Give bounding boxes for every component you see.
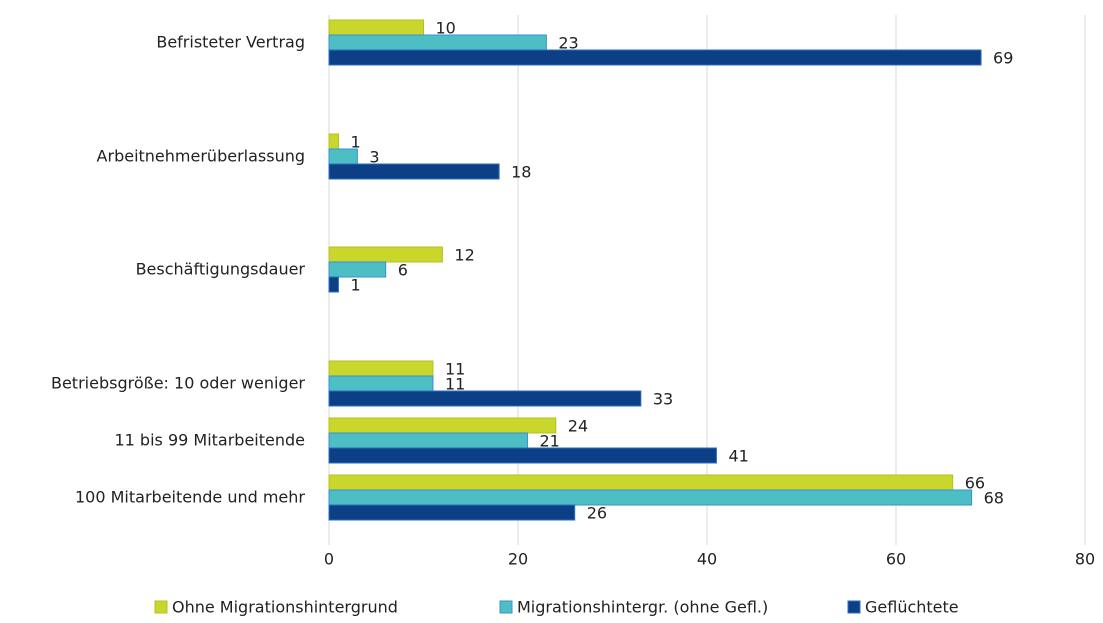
- bar: [328, 49, 982, 66]
- legend-label: Geflüchtete: [865, 598, 959, 617]
- value-label: 1: [350, 133, 360, 152]
- bar: [328, 276, 339, 293]
- y-tick-label: 11 bis 99 Mitarbeitende: [114, 431, 305, 450]
- bar: [328, 447, 717, 464]
- bar: [328, 375, 434, 392]
- bar: [328, 474, 954, 491]
- legend-swatch: [847, 600, 861, 614]
- legend-label: Migrationshintergr. (ohne Gefl.): [517, 598, 768, 617]
- y-tick-label: 100 Mitarbeitende und mehr: [75, 488, 305, 507]
- bar: [328, 148, 358, 165]
- y-tick-label: Betriebsgröße: 10 oder weniger: [51, 374, 305, 393]
- bar: [328, 360, 434, 377]
- bar: [328, 504, 576, 521]
- value-label: 24: [568, 417, 588, 436]
- bar: [328, 432, 528, 449]
- legend-swatch: [154, 600, 168, 614]
- x-tick-label: 80: [1075, 550, 1095, 569]
- x-tick-label: 0: [324, 550, 334, 569]
- bar: [328, 133, 339, 150]
- value-label: 23: [558, 34, 578, 53]
- x-tick-label: 60: [886, 550, 906, 569]
- value-label: 11: [445, 360, 465, 379]
- bar: [328, 19, 424, 36]
- x-tick-label: 40: [697, 550, 717, 569]
- legend-label: Ohne Migrationshintergrund: [172, 598, 398, 617]
- y-tick-label: Arbeitnehmerüberlassung: [97, 147, 305, 166]
- bar: [328, 261, 387, 278]
- bar: [328, 246, 443, 263]
- value-label: 11: [445, 375, 465, 394]
- y-tick-label: Befristeter Vertrag: [156, 33, 305, 52]
- value-label: 66: [965, 474, 985, 493]
- y-tick-label: Beschäftigungsdauer: [136, 260, 306, 279]
- value-label: 12: [454, 246, 474, 265]
- value-label: 69: [993, 49, 1013, 68]
- value-label: 6: [398, 261, 408, 280]
- bar: [328, 34, 547, 51]
- x-tick-label: 20: [508, 550, 528, 569]
- value-label: 26: [587, 504, 607, 523]
- value-label: 68: [984, 489, 1004, 508]
- value-label: 21: [539, 432, 559, 451]
- bar: [328, 489, 973, 506]
- legend-swatch: [499, 600, 513, 614]
- bar: [328, 163, 500, 180]
- value-label: 1: [350, 276, 360, 295]
- value-label: 18: [511, 163, 531, 182]
- bar: [328, 417, 557, 434]
- value-label: 33: [653, 390, 673, 409]
- value-label: 41: [728, 447, 748, 466]
- bar: [328, 390, 642, 407]
- value-label: 3: [369, 148, 379, 167]
- value-label: 10: [436, 19, 456, 38]
